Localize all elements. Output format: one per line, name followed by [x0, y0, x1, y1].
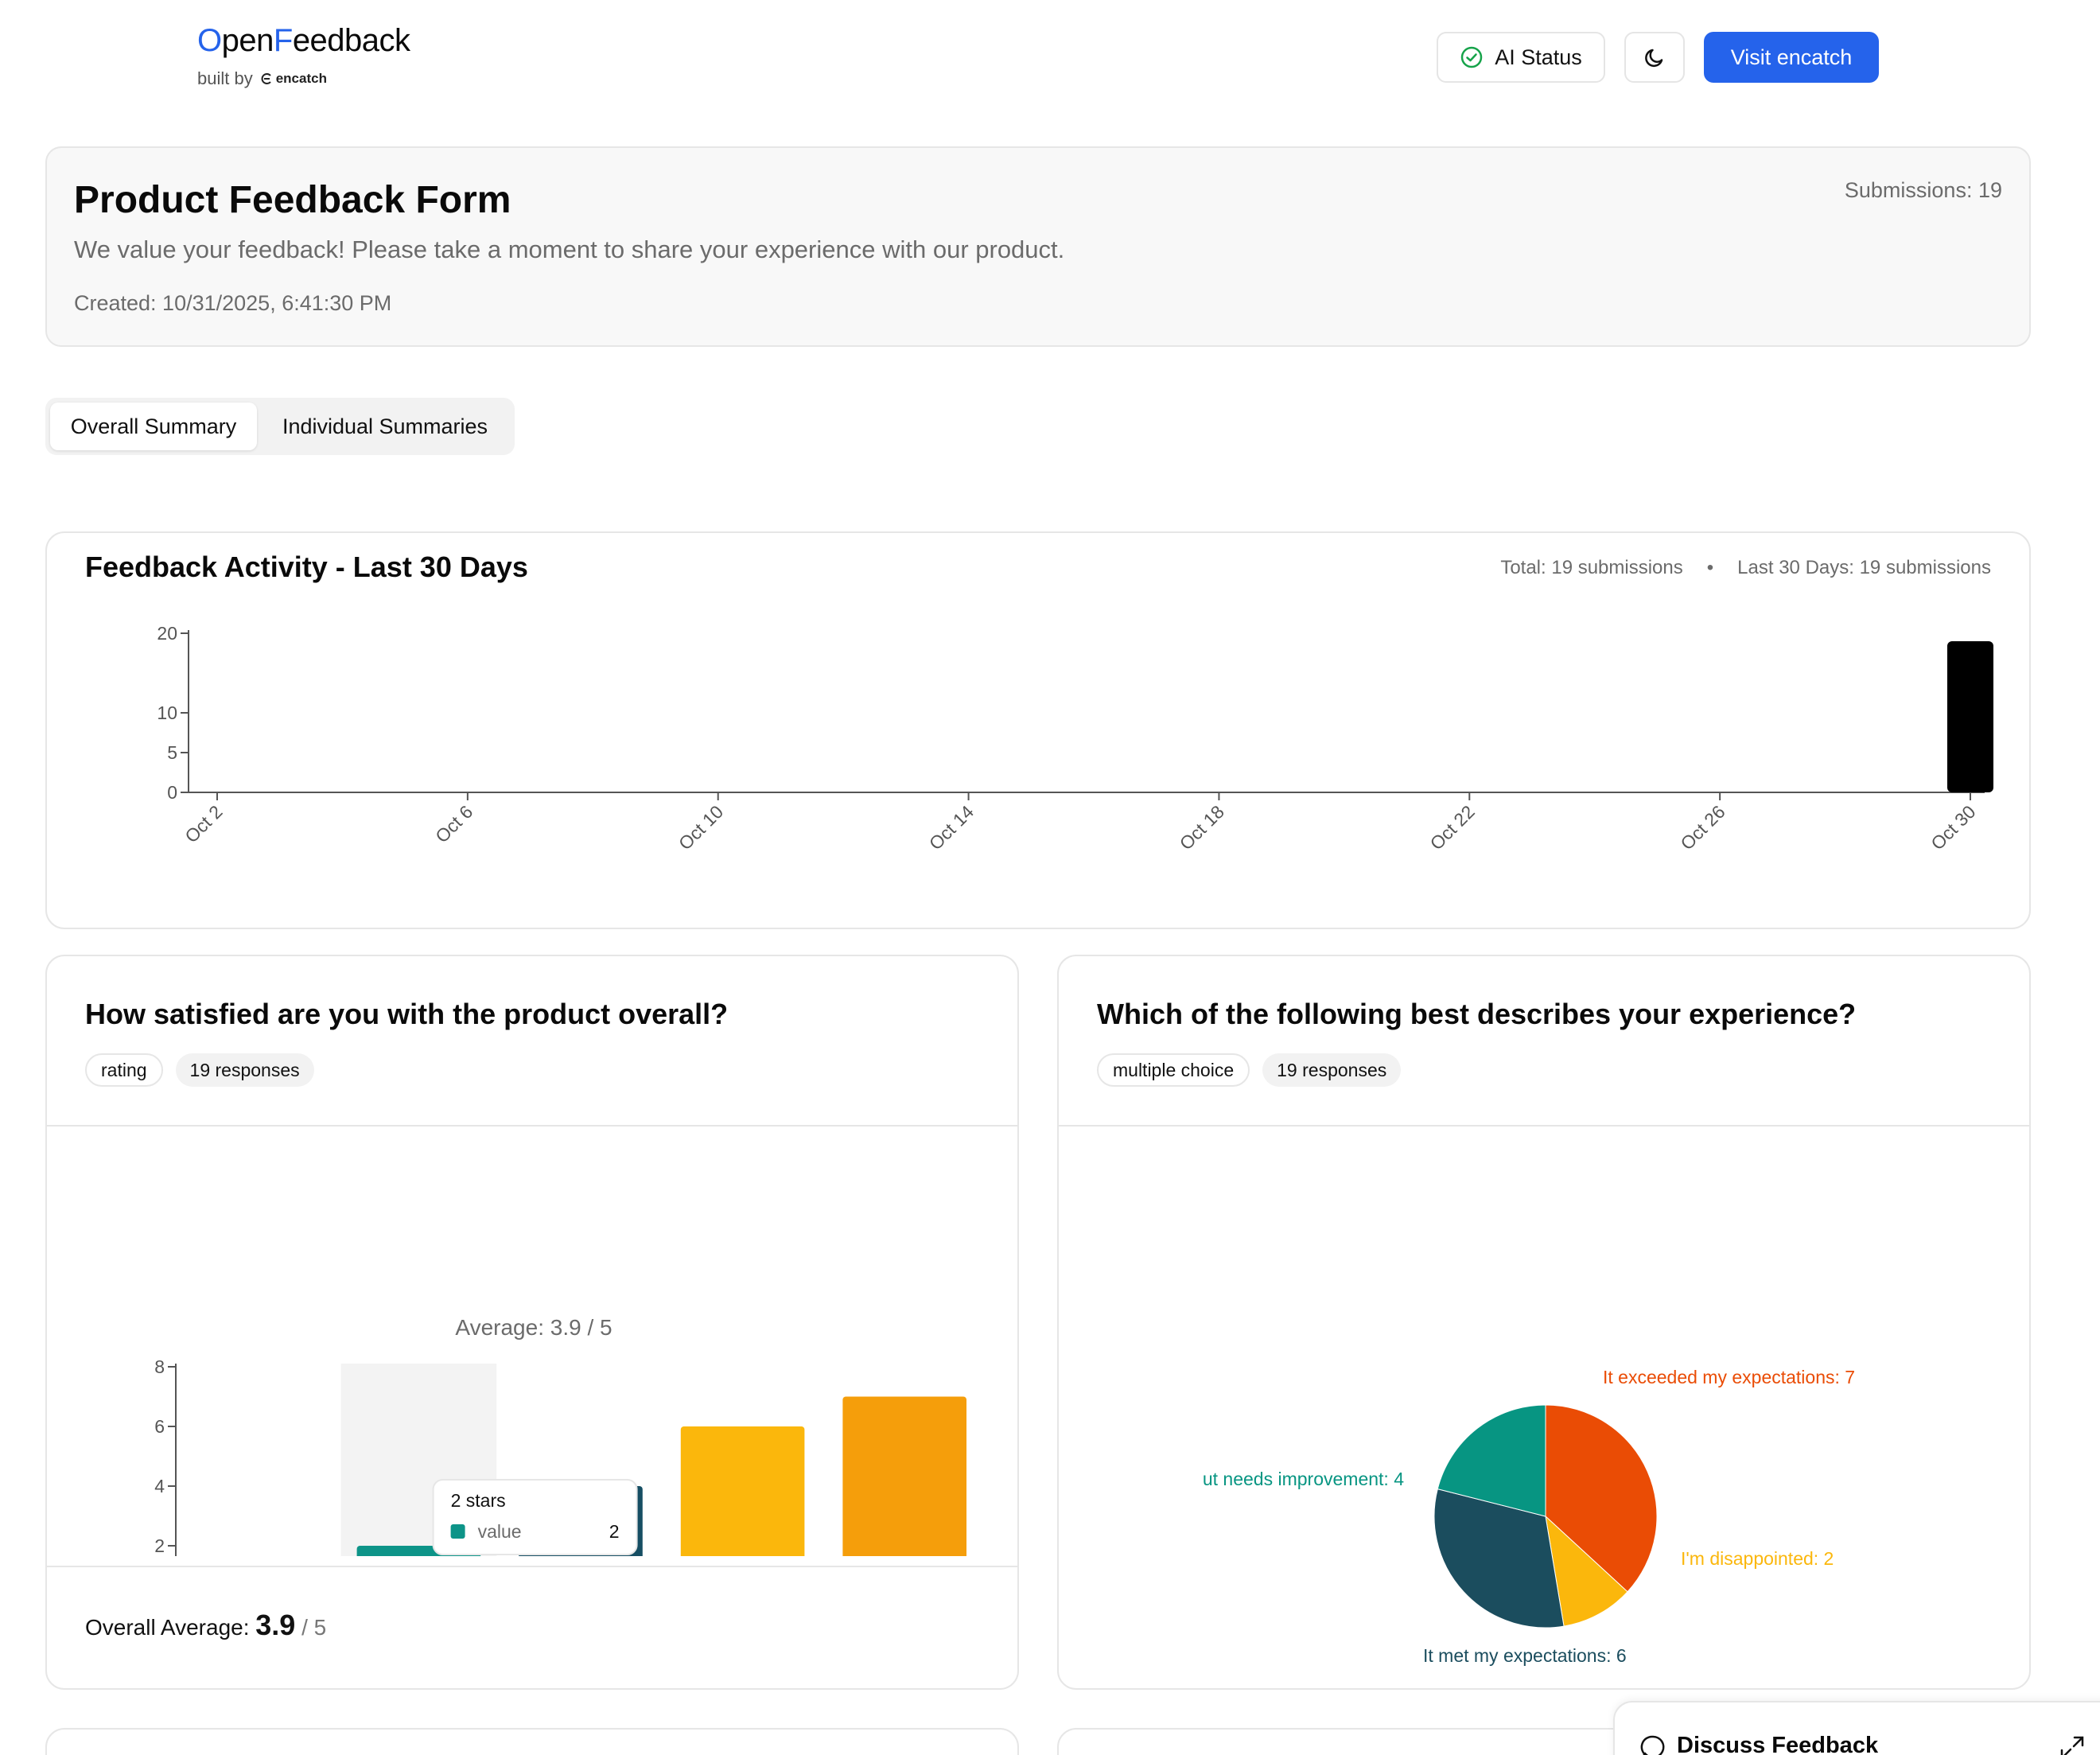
y-tick-label: 5 [167, 742, 177, 763]
choice-pie-chart[interactable]: It exceeded my expectations: 7 I'm disapp… [1059, 1127, 2029, 1683]
x-tick-label: Oct 2 [181, 801, 226, 846]
activity-bar [1947, 641, 1993, 792]
activity-last30: Last 30 Days: 19 submissions [1737, 557, 1991, 578]
activity-card: Feedback Activity - Last 30 Days Total: … [45, 531, 2031, 929]
x-tick-label: Oct 30 [1927, 801, 1979, 854]
y-tick-label: 10 [157, 702, 177, 723]
ai-status-label: AI Status [1495, 45, 1582, 69]
tooltip-value: 2 [609, 1521, 620, 1542]
rating-bar [842, 1396, 966, 1556]
activity-title: Feedback Activity - Last 30 Days [85, 551, 528, 583]
responses-badge: 19 responses [1262, 1053, 1402, 1087]
question-badges: rating 19 responses [85, 1053, 314, 1087]
tab-individual-summaries[interactable]: Individual Summaries [282, 414, 488, 438]
stats-separator: • [1706, 557, 1714, 578]
y-tick-label: 6 [154, 1416, 165, 1437]
overall-average: Overall Average: 3.9 / 5 [85, 1609, 326, 1642]
pie-slice [1545, 1515, 1628, 1627]
rating-question-card: How satisfied are you with the product o… [45, 955, 1019, 1690]
discuss-feedback-panel[interactable]: Discuss Feedback [1613, 1701, 2100, 1755]
activity-total: Total: 19 submissions [1500, 557, 1683, 578]
submissions-count: Submissions: 19 [1844, 178, 2002, 202]
y-tick-label: 4 [154, 1476, 165, 1496]
overall-average-value: 3.9 [255, 1609, 296, 1641]
tooltip-title: 2 stars [451, 1490, 506, 1511]
x-tick-label: Oct 18 [1176, 801, 1228, 854]
message-circle-icon [1640, 1735, 1665, 1755]
tooltip-swatch [450, 1524, 465, 1539]
question-type-badge: multiple choice [1097, 1053, 1250, 1087]
choice-question-card: Which of the following best describes yo… [1057, 955, 2031, 1690]
question-card-partial [45, 1728, 1019, 1755]
activity-bar-chart: 0 5 10 20 Oct 2 Oct 6 Oct 10 Oct 14 Oct 18 Oct 22… [157, 623, 1993, 854]
activity-stats: Total: 19 submissions • Last 30 Days: 19… [1500, 557, 1991, 579]
question-badges: multiple choice 19 responses [1097, 1053, 1402, 1087]
built-by: built by encatch [197, 68, 410, 89]
average-label: Average: 3.9 / 5 [455, 1315, 612, 1340]
question-title: Which of the following best describes yo… [1097, 998, 1857, 1030]
ai-status-button[interactable]: AI Status [1437, 32, 1605, 83]
tooltip-key: value [478, 1521, 522, 1542]
tab-overall-summary[interactable]: Overall Summary [50, 403, 257, 450]
overall-average-suffix: / 5 [301, 1615, 327, 1640]
x-tick-label: Oct 22 [1426, 801, 1479, 854]
pie-slice [1437, 1404, 1546, 1517]
app-logo[interactable]: OpenFeedback built by encatch [197, 21, 410, 89]
x-tick-label: Oct 6 [431, 801, 476, 846]
rating-bar-chart[interactable]: Average: 3.9 / 5024681 star2 stars3 star… [47, 1127, 1017, 1556]
pie-slice [1433, 1488, 1565, 1629]
question-title: How satisfied are you with the product o… [85, 998, 729, 1030]
pie-label: I'm disappointed: 2 [1681, 1548, 1834, 1569]
pie-label: It exceeded my expectations: 7 [1603, 1367, 1855, 1387]
theme-toggle-button[interactable] [1624, 32, 1685, 83]
check-circle-icon [1460, 46, 1483, 68]
y-tick-label: 20 [157, 623, 177, 644]
x-tick-label: Oct 14 [925, 801, 978, 854]
discuss-feedback-label: Discuss Feedback [1677, 1733, 1879, 1755]
tooltip-box [432, 1479, 638, 1555]
pie-label: ut needs improvement: 4 [1203, 1469, 1404, 1489]
y-tick-label: 8 [154, 1356, 165, 1377]
visit-encatch-button[interactable]: Visit encatch [1704, 32, 1879, 83]
summary-tabs: Overall Summary Individual Summaries [45, 398, 515, 455]
y-tick-label: 2 [154, 1535, 165, 1556]
form-title: Product Feedback Form [74, 179, 511, 221]
card-divider [1059, 1125, 2029, 1127]
encatch-brand-text: encatch [275, 71, 327, 86]
question-type-badge: rating [85, 1053, 163, 1087]
form-description: We value your feedback! Please take a mo… [74, 235, 1065, 263]
moon-icon [1645, 49, 1663, 68]
x-tick-label: Oct 10 [675, 801, 727, 854]
overall-average-label: Overall Average: [85, 1615, 250, 1640]
built-by-label: built by [197, 68, 253, 88]
rating-bar [680, 1426, 805, 1556]
x-tick-label: Oct 26 [1676, 801, 1729, 854]
pie-label: It met my expectations: 6 [1423, 1645, 1627, 1666]
y-tick-label: 0 [167, 782, 177, 803]
pie-slice [1545, 1404, 1658, 1593]
encatch-brand-logo: encatch [261, 71, 327, 87]
card-divider [47, 1566, 1017, 1567]
card-divider [47, 1125, 1017, 1127]
expand-icon[interactable] [2059, 1734, 2086, 1755]
logo-title: OpenFeedback [197, 23, 410, 58]
form-created-date: Created: 10/31/2025, 6:41:30 PM [74, 291, 392, 315]
chart-tooltip: 2 stars value 2 [432, 1479, 638, 1555]
responses-badge: 19 responses [175, 1053, 314, 1087]
encatch-logo-icon [261, 73, 271, 84]
form-header-card: Product Feedback Form We value your feed… [45, 146, 2031, 347]
